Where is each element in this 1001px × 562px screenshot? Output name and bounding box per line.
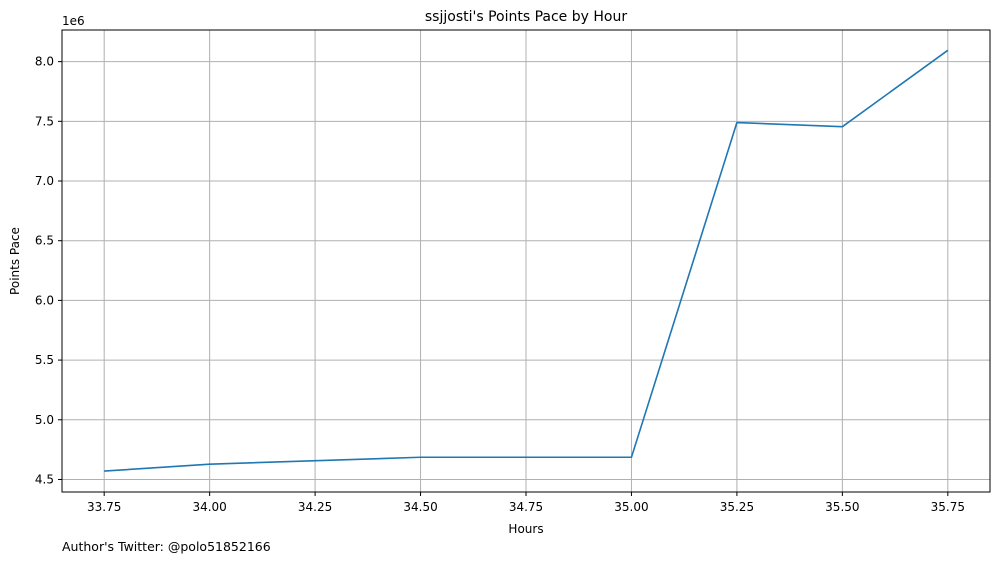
x-tick-label: 34.75 (509, 500, 543, 514)
y-tick-label: 6.5 (35, 234, 54, 248)
x-tick-label: 35.00 (614, 500, 648, 514)
author-footer: Author's Twitter: @polo51852166 (62, 539, 271, 554)
series-line (104, 49, 949, 472)
x-tick-label: 35.25 (720, 500, 754, 514)
chart-title: ssjjosti's Points Pace by Hour (425, 9, 627, 25)
y-tick-label: 6.0 (35, 293, 54, 307)
y-axis-label: Points Pace (8, 227, 22, 295)
y-tick-label: 4.5 (35, 472, 54, 486)
x-tick-label: 34.25 (298, 500, 332, 514)
x-axis-label: Hours (508, 522, 543, 536)
y-tick-label: 8.0 (35, 55, 54, 69)
x-tick-label: 33.75 (87, 500, 121, 514)
x-axis: 33.75 34.00 34.25 34.50 34.75 35.00 35.25 35.50… (87, 492, 965, 514)
x-tick-label: 34.50 (403, 500, 437, 514)
y-tick-label: 5.5 (35, 353, 54, 367)
grid-lines (62, 30, 990, 492)
y-tick-label: 5.0 (35, 413, 54, 427)
y-tick-label: 7.5 (35, 114, 54, 128)
x-tick-label: 35.75 (931, 500, 965, 514)
x-tick-label: 35.50 (825, 500, 859, 514)
line-layer (104, 49, 949, 472)
y-axis: 4.5 5.0 5.5 6.0 6.5 7.0 7.5 8.0 (35, 55, 62, 486)
x-tick-label: 34.00 (192, 500, 226, 514)
y-axis-offset-label: 1e6 (62, 14, 85, 28)
y-tick-label: 7.0 (35, 174, 54, 188)
